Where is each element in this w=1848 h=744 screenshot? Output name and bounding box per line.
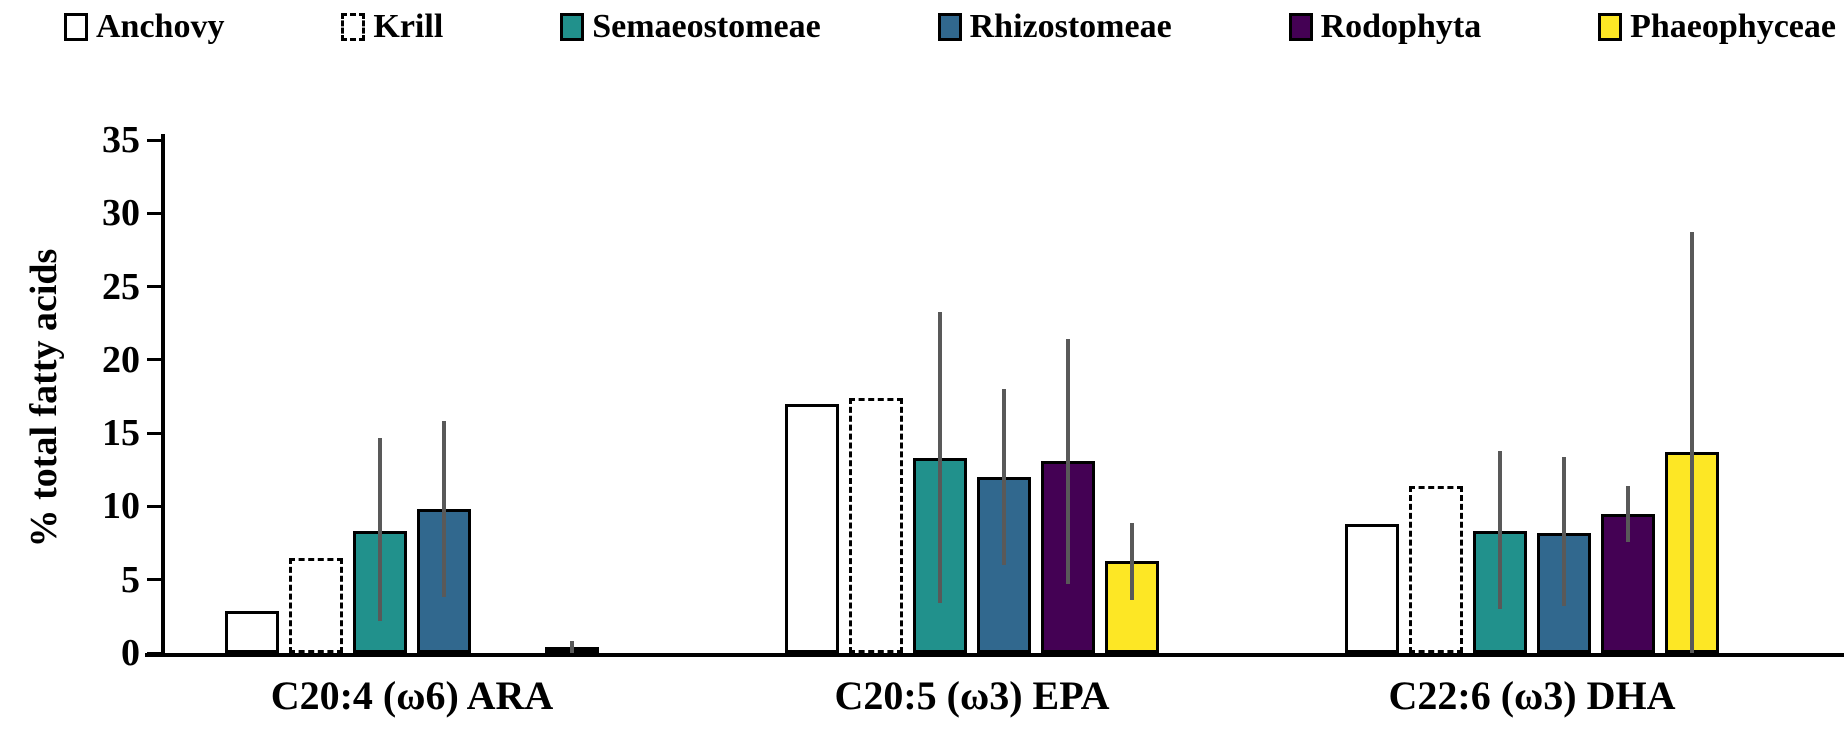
legend-label: Anchovy bbox=[96, 8, 225, 45]
legend-item: Rodophyta bbox=[1288, 8, 1482, 46]
error-bar bbox=[1690, 232, 1694, 653]
x-category-label: C20:5 (ω3) EPA bbox=[834, 673, 1110, 718]
legend: Anchovy Krill Semaeostomeae Rhizostomeae Rod… bbox=[64, 6, 1836, 48]
y-tick-mark bbox=[147, 211, 162, 215]
legend-item: Anchovy bbox=[64, 8, 224, 46]
legend-swatch-icon bbox=[341, 13, 366, 41]
y-tick-label: 30 bbox=[102, 192, 140, 235]
y-tick-label: 25 bbox=[102, 265, 140, 308]
y-axis-title: % total fatty acids bbox=[23, 248, 65, 548]
legend-label: Semaeostomeae bbox=[592, 8, 821, 45]
bar-group bbox=[225, 140, 599, 653]
bar-anchovy bbox=[225, 610, 279, 653]
bar-krill bbox=[1409, 485, 1463, 653]
legend-swatch-icon bbox=[64, 13, 88, 41]
y-tick-label: 15 bbox=[102, 412, 140, 455]
plot-area bbox=[145, 134, 1844, 657]
legend-item: Krill bbox=[341, 8, 443, 46]
bar-krill bbox=[849, 397, 903, 653]
error-bar bbox=[378, 437, 382, 621]
error-bar bbox=[1498, 450, 1502, 610]
legend-label: Phaeophyceae bbox=[1630, 8, 1836, 45]
x-category-label: C20:4 (ω6) ARA bbox=[270, 673, 554, 718]
y-tick-mark bbox=[147, 431, 162, 435]
bar-anchovy bbox=[785, 403, 839, 653]
bar-anchovy bbox=[1345, 524, 1399, 653]
legend-label: Rhizostomeae bbox=[969, 8, 1172, 45]
y-tick-mark bbox=[147, 651, 162, 655]
error-bar bbox=[1066, 339, 1070, 585]
error-bar bbox=[1562, 456, 1566, 607]
error-bar bbox=[570, 641, 574, 653]
y-tick-mark bbox=[147, 578, 162, 582]
y-tick-label: 20 bbox=[102, 338, 140, 381]
legend-swatch-icon bbox=[937, 13, 962, 41]
y-axis-line bbox=[161, 134, 165, 655]
error-bar bbox=[938, 311, 942, 604]
legend-item: Rhizostomeae bbox=[937, 8, 1172, 46]
bar-phaeophyceae bbox=[1105, 560, 1159, 653]
y-tick-label: 5 bbox=[121, 558, 140, 601]
x-category-label: C22:6 (ω3) DHA bbox=[1388, 673, 1676, 718]
y-tick-mark bbox=[147, 138, 162, 142]
y-tick-label: 35 bbox=[102, 119, 140, 161]
error-bar bbox=[442, 421, 446, 598]
y-tick-mark bbox=[147, 358, 162, 362]
bar-group bbox=[785, 140, 1159, 653]
legend-swatch-icon bbox=[1288, 13, 1313, 41]
bar-group bbox=[1345, 140, 1719, 653]
legend-swatch-icon bbox=[560, 13, 585, 41]
error-bar bbox=[1626, 485, 1630, 542]
legend-swatch-icon bbox=[1598, 13, 1623, 41]
y-tick-label: 0 bbox=[121, 632, 140, 674]
x-axis-line bbox=[145, 653, 1844, 657]
error-bar bbox=[1002, 389, 1006, 566]
y-tick-mark bbox=[147, 285, 162, 289]
bar-krill bbox=[289, 557, 343, 653]
legend-item: Phaeophyceae bbox=[1598, 8, 1836, 46]
legend-label: Krill bbox=[373, 8, 444, 45]
error-bar bbox=[1130, 522, 1134, 601]
legend-label: Rodophyta bbox=[1320, 8, 1482, 45]
y-tick-mark bbox=[147, 504, 162, 508]
legend-item: Semaeostomeae bbox=[560, 8, 821, 46]
y-tick-label: 10 bbox=[102, 485, 140, 528]
